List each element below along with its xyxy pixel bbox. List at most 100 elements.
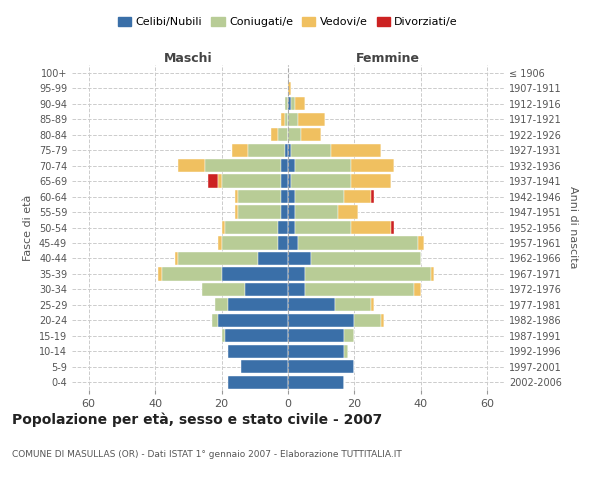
Bar — [281, 190, 288, 203]
Bar — [178, 252, 258, 265]
Bar — [301, 128, 321, 141]
Bar — [288, 190, 295, 203]
Bar — [221, 174, 281, 188]
Bar — [208, 174, 218, 188]
Bar — [298, 236, 418, 250]
Bar — [221, 268, 288, 280]
Bar — [218, 314, 288, 327]
Bar — [351, 221, 391, 234]
Bar — [288, 112, 298, 126]
Text: Maschi: Maschi — [164, 52, 212, 65]
Bar — [225, 330, 288, 342]
Bar — [418, 236, 424, 250]
Bar — [215, 298, 228, 312]
Bar — [295, 206, 338, 218]
Bar — [288, 330, 344, 342]
Bar — [288, 360, 355, 374]
Bar — [258, 252, 288, 265]
Bar — [248, 144, 284, 156]
Bar — [344, 344, 348, 358]
Bar — [241, 360, 288, 374]
Bar — [351, 159, 394, 172]
Text: Femmine: Femmine — [356, 52, 419, 65]
Bar — [205, 159, 281, 172]
Bar — [355, 314, 381, 327]
Y-axis label: Fasce di età: Fasce di età — [23, 194, 33, 260]
Bar — [288, 128, 301, 141]
Bar — [212, 314, 218, 327]
Y-axis label: Anni di nascita: Anni di nascita — [568, 186, 578, 269]
Bar — [228, 344, 288, 358]
Bar — [221, 236, 278, 250]
Bar — [284, 144, 288, 156]
Bar — [202, 283, 245, 296]
Bar — [331, 144, 381, 156]
Bar — [351, 174, 391, 188]
Bar — [344, 330, 355, 342]
Bar — [288, 174, 292, 188]
Bar — [288, 268, 305, 280]
Bar — [288, 206, 295, 218]
Bar — [391, 221, 394, 234]
Bar — [292, 174, 351, 188]
Bar — [228, 298, 288, 312]
Bar — [344, 190, 371, 203]
Bar — [158, 268, 162, 280]
Bar — [371, 190, 374, 203]
Bar — [235, 190, 238, 203]
Bar — [218, 236, 221, 250]
Bar — [414, 283, 421, 296]
Bar — [288, 82, 292, 95]
Bar — [281, 174, 288, 188]
Bar — [288, 97, 292, 110]
Bar — [175, 252, 178, 265]
Bar — [238, 190, 281, 203]
Bar — [162, 268, 221, 280]
Text: Popolazione per età, sesso e stato civile - 2007: Popolazione per età, sesso e stato civil… — [12, 412, 382, 427]
Bar — [288, 298, 335, 312]
Bar — [221, 330, 225, 342]
Bar — [228, 376, 288, 389]
Bar — [295, 221, 351, 234]
Bar — [238, 206, 281, 218]
Bar — [281, 159, 288, 172]
Bar — [284, 97, 288, 110]
Bar — [288, 159, 295, 172]
Bar — [292, 97, 295, 110]
Bar — [225, 221, 278, 234]
Bar — [221, 221, 225, 234]
Bar — [371, 298, 374, 312]
Bar — [235, 206, 238, 218]
Bar — [288, 314, 355, 327]
Bar — [288, 236, 298, 250]
Bar — [288, 144, 292, 156]
Bar — [288, 221, 295, 234]
Bar — [298, 112, 325, 126]
Bar — [305, 268, 431, 280]
Bar — [292, 144, 331, 156]
Bar — [245, 283, 288, 296]
Bar — [178, 159, 205, 172]
Bar — [278, 221, 288, 234]
Bar — [278, 128, 288, 141]
Bar — [338, 206, 358, 218]
Bar — [295, 97, 305, 110]
Bar — [278, 236, 288, 250]
Bar — [271, 128, 278, 141]
Bar — [281, 112, 284, 126]
Bar — [295, 159, 351, 172]
Bar — [288, 252, 311, 265]
Bar — [288, 376, 344, 389]
Bar — [232, 144, 248, 156]
Bar — [305, 283, 414, 296]
Bar — [431, 268, 434, 280]
Bar — [284, 112, 288, 126]
Bar — [218, 174, 221, 188]
Text: COMUNE DI MASULLAS (OR) - Dati ISTAT 1° gennaio 2007 - Elaborazione TUTTITALIA.I: COMUNE DI MASULLAS (OR) - Dati ISTAT 1° … — [12, 450, 402, 459]
Bar — [295, 190, 344, 203]
Bar — [281, 206, 288, 218]
Bar — [288, 344, 344, 358]
Bar — [311, 252, 421, 265]
Bar — [381, 314, 385, 327]
Legend: Celibi/Nubili, Coniugati/e, Vedovi/e, Divorziati/e: Celibi/Nubili, Coniugati/e, Vedovi/e, Di… — [113, 12, 463, 32]
